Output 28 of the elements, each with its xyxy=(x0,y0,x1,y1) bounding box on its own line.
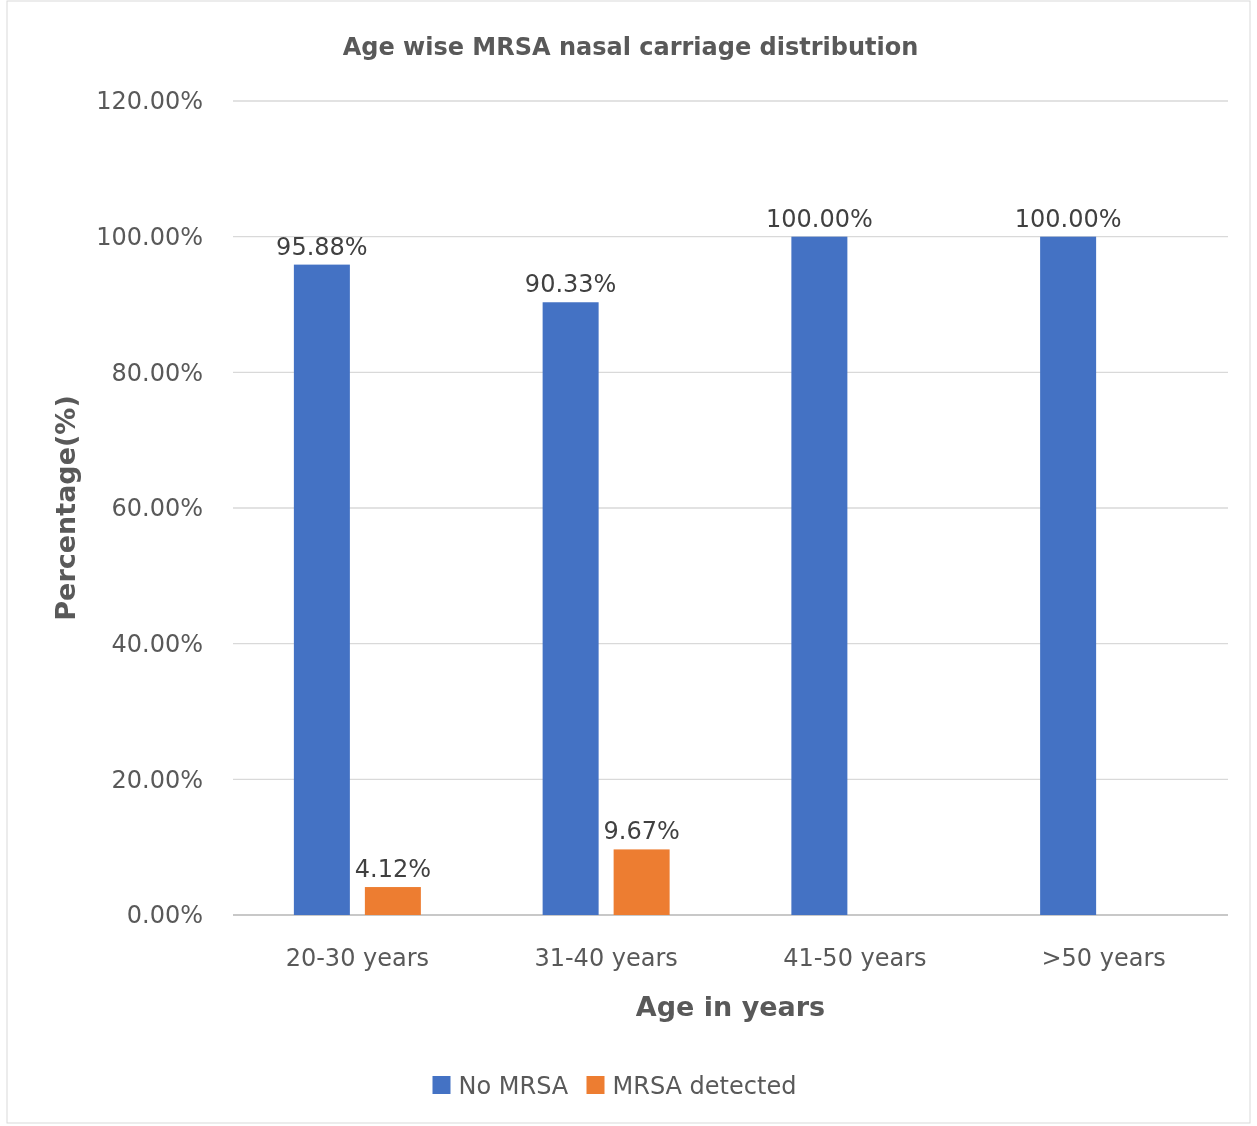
bar xyxy=(613,849,670,915)
x-tick-label: 20-30 years xyxy=(285,944,430,972)
y-tick-label: 20.00% xyxy=(111,765,203,794)
y-tick-label: 40.00% xyxy=(111,630,203,659)
y-tick-label: 60.00% xyxy=(111,494,203,523)
bar xyxy=(364,887,421,915)
x-tick-label: 41-50 years xyxy=(783,944,927,972)
data-label: 100.00% xyxy=(1014,204,1122,233)
y-tick-label: 120.00% xyxy=(96,87,203,116)
chart-title: Age wise MRSA nasal carriage distribution xyxy=(342,33,919,61)
bar xyxy=(791,236,848,915)
y-tick-label: 0.00% xyxy=(126,901,203,930)
x-tick-label: 31-40 years xyxy=(534,944,678,972)
data-label: 9.67% xyxy=(603,817,680,846)
x-tick-label: >50 years xyxy=(1041,944,1166,972)
y-axis-title: Percentage(%) xyxy=(50,395,81,621)
bar xyxy=(293,264,350,915)
data-label: 100.00% xyxy=(765,204,873,233)
data-label: 90.33% xyxy=(524,270,617,299)
data-label: 95.88% xyxy=(276,232,368,261)
x-axis-title: Age in years xyxy=(635,991,826,1022)
legend-label: No MRSA xyxy=(458,1072,569,1101)
data-label: 4.12% xyxy=(354,855,431,884)
y-tick-label: 80.00% xyxy=(111,358,203,387)
y-tick-label: 100.00% xyxy=(96,223,203,252)
bar xyxy=(1040,236,1097,915)
legend-label: MRSA detected xyxy=(612,1072,797,1101)
bar xyxy=(542,302,599,915)
